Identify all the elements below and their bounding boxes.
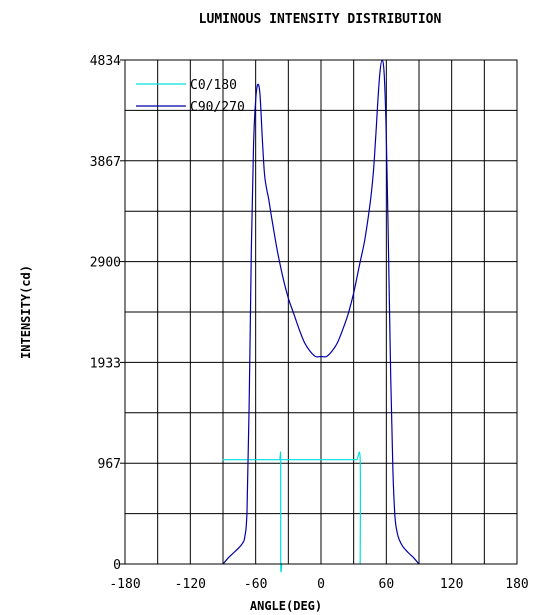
x-tick-label: 0 (317, 577, 325, 592)
grid (125, 60, 517, 564)
x-axis-label: ANGLE(DEG) (250, 599, 322, 613)
legend: C0/180 C90/270 (136, 78, 245, 115)
x-tick-label: -120 (175, 577, 206, 592)
y-tick-label: 0 (113, 558, 121, 573)
x-tick-label: 120 (440, 577, 463, 592)
series-layer (222, 59, 420, 573)
y-tick-label: 4834 (90, 54, 121, 69)
y-tick-label: 967 (98, 457, 121, 472)
legend-entry: C0/180 (190, 78, 237, 93)
y-tick-label: 1933 (90, 356, 121, 371)
y-tick-label: 2900 (90, 256, 121, 271)
x-tick-label: -180 (109, 577, 140, 592)
series-line-c0-180 (222, 451, 362, 573)
legend-entry: C90/270 (190, 100, 245, 115)
y-axis-label: INTENSITY(cd) (19, 265, 33, 359)
series-line-c90-270 (222, 59, 420, 565)
plot-frame (124, 59, 518, 565)
x-tick-label: 180 (505, 577, 528, 592)
y-tick-label: 3867 (90, 155, 121, 170)
x-tick-label: -60 (244, 577, 267, 592)
chart-title: LUMINOUS INTENSITY DISTRIBUTION (199, 12, 442, 27)
y-tick-labels: 0 967 1933 2900 3867 4834 (90, 54, 125, 573)
x-tick-label: 60 (379, 577, 395, 592)
x-tick-labels: -180 -120 -60 0 60 120 180 (109, 577, 528, 592)
